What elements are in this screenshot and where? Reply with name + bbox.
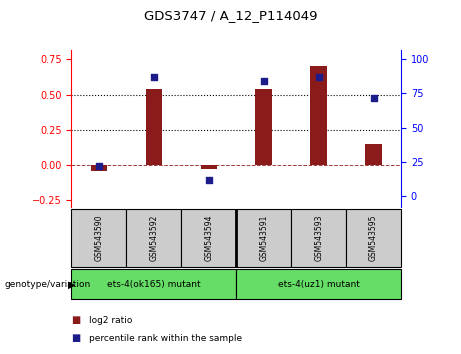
Bar xyxy=(346,209,401,267)
Text: GSM543590: GSM543590 xyxy=(95,215,103,261)
Text: ets-4(ok165) mutant: ets-4(ok165) mutant xyxy=(107,280,201,289)
Text: GSM543592: GSM543592 xyxy=(149,215,159,261)
Text: GSM543591: GSM543591 xyxy=(259,215,268,261)
Bar xyxy=(236,269,401,299)
Bar xyxy=(146,89,162,165)
Point xyxy=(370,95,377,100)
Bar xyxy=(181,209,236,267)
Point xyxy=(95,163,103,169)
Bar xyxy=(255,89,272,165)
Bar xyxy=(126,209,181,267)
Point xyxy=(315,74,322,80)
Text: ▶: ▶ xyxy=(68,280,76,290)
Point xyxy=(205,177,213,183)
Bar xyxy=(71,209,126,267)
Bar xyxy=(366,144,382,165)
Text: genotype/variation: genotype/variation xyxy=(5,280,91,290)
Bar xyxy=(291,209,346,267)
Text: log2 ratio: log2 ratio xyxy=(89,316,132,325)
Bar xyxy=(310,67,327,165)
Text: ets-4(uz1) mutant: ets-4(uz1) mutant xyxy=(278,280,360,289)
Bar xyxy=(236,209,291,267)
Text: GSM543594: GSM543594 xyxy=(204,215,213,261)
Text: percentile rank within the sample: percentile rank within the sample xyxy=(89,333,242,343)
Text: GDS3747 / A_12_P114049: GDS3747 / A_12_P114049 xyxy=(144,9,317,22)
Bar xyxy=(71,269,236,299)
Text: GSM543595: GSM543595 xyxy=(369,215,378,261)
Text: ■: ■ xyxy=(71,315,81,325)
Text: GSM543593: GSM543593 xyxy=(314,215,323,261)
Bar xyxy=(91,165,107,171)
Text: ■: ■ xyxy=(71,333,81,343)
Point xyxy=(150,74,158,80)
Point xyxy=(260,78,267,84)
Bar xyxy=(201,165,217,169)
